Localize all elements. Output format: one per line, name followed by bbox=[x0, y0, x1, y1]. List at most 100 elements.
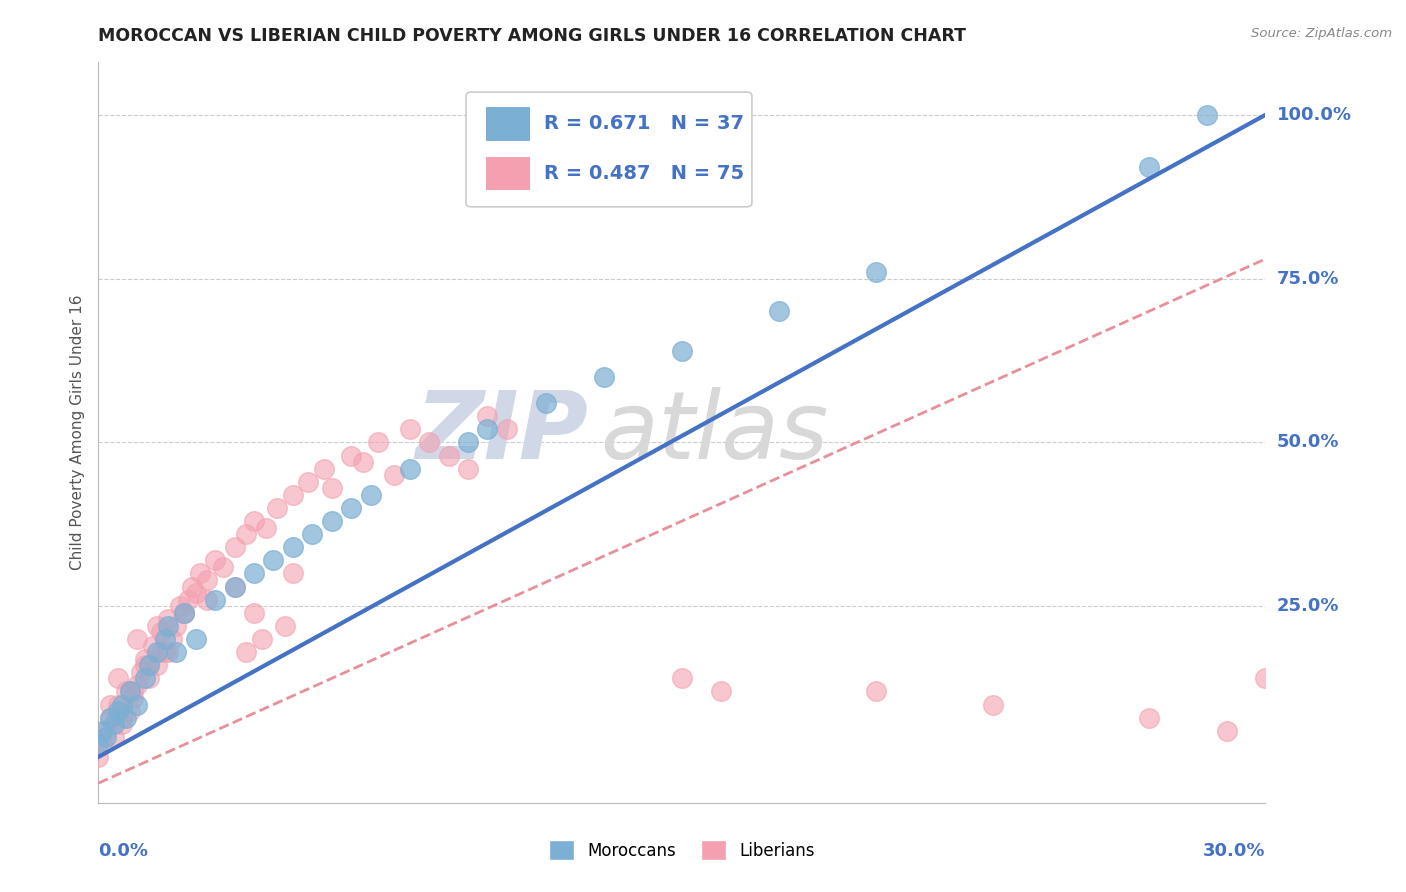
Point bbox=[153, 632, 176, 646]
Point bbox=[457, 435, 479, 450]
Point bbox=[212, 560, 235, 574]
Point bbox=[437, 449, 460, 463]
Point bbox=[169, 599, 191, 614]
Point bbox=[457, 461, 479, 475]
Point bbox=[768, 304, 790, 318]
Point bbox=[321, 514, 343, 528]
Point bbox=[301, 527, 323, 541]
Point bbox=[224, 580, 246, 594]
Point bbox=[91, 737, 114, 751]
Point bbox=[281, 488, 304, 502]
Point bbox=[243, 566, 266, 581]
Point bbox=[865, 265, 887, 279]
Point bbox=[118, 704, 141, 718]
Text: 75.0%: 75.0% bbox=[1277, 269, 1339, 287]
Text: 25.0%: 25.0% bbox=[1277, 598, 1339, 615]
Point bbox=[149, 645, 172, 659]
Point bbox=[710, 684, 733, 698]
Point bbox=[204, 553, 226, 567]
Point bbox=[162, 632, 184, 646]
Point bbox=[398, 461, 420, 475]
Point bbox=[477, 422, 499, 436]
Point bbox=[204, 592, 226, 607]
Point bbox=[281, 566, 304, 581]
Point bbox=[195, 592, 218, 607]
Point bbox=[195, 573, 218, 587]
Point bbox=[98, 711, 121, 725]
Point bbox=[165, 645, 187, 659]
Point bbox=[173, 606, 195, 620]
Text: 0.0%: 0.0% bbox=[98, 842, 149, 860]
Point bbox=[321, 481, 343, 495]
Point bbox=[138, 658, 160, 673]
Point bbox=[235, 527, 257, 541]
Point bbox=[340, 449, 363, 463]
Point bbox=[477, 409, 499, 424]
Point bbox=[165, 619, 187, 633]
Point bbox=[114, 684, 136, 698]
Point bbox=[173, 606, 195, 620]
Point bbox=[157, 645, 180, 659]
Point bbox=[250, 632, 273, 646]
Point bbox=[243, 514, 266, 528]
FancyBboxPatch shape bbox=[486, 107, 530, 141]
Text: atlas: atlas bbox=[600, 387, 828, 478]
Point bbox=[188, 566, 211, 581]
Point bbox=[173, 606, 195, 620]
Point bbox=[157, 619, 180, 633]
Point bbox=[134, 671, 156, 685]
Point bbox=[352, 455, 374, 469]
Text: 50.0%: 50.0% bbox=[1277, 434, 1339, 451]
Point bbox=[367, 435, 389, 450]
Point bbox=[134, 658, 156, 673]
Point bbox=[111, 698, 134, 712]
Point bbox=[138, 671, 160, 685]
Point bbox=[281, 541, 304, 555]
Point bbox=[1137, 161, 1160, 175]
Point bbox=[87, 750, 110, 764]
Point bbox=[127, 698, 149, 712]
Point bbox=[297, 475, 319, 489]
Point bbox=[111, 711, 134, 725]
Point bbox=[224, 541, 246, 555]
Point bbox=[122, 684, 145, 698]
Point bbox=[111, 717, 134, 731]
Point bbox=[98, 698, 121, 712]
Point bbox=[262, 553, 284, 567]
Point bbox=[134, 651, 156, 665]
Point bbox=[146, 645, 169, 659]
Point bbox=[398, 422, 420, 436]
Point bbox=[1215, 723, 1237, 738]
Point bbox=[157, 612, 180, 626]
Point bbox=[91, 723, 114, 738]
Point bbox=[107, 698, 129, 712]
Point bbox=[496, 422, 519, 436]
Text: 100.0%: 100.0% bbox=[1277, 106, 1351, 124]
Point bbox=[129, 665, 152, 679]
Point bbox=[107, 671, 129, 685]
Point bbox=[127, 678, 149, 692]
Point bbox=[671, 671, 693, 685]
Point bbox=[382, 468, 405, 483]
Point bbox=[534, 396, 557, 410]
Point bbox=[593, 370, 616, 384]
Point bbox=[146, 619, 169, 633]
Point bbox=[1254, 671, 1277, 685]
Point bbox=[122, 690, 145, 705]
Point bbox=[274, 619, 297, 633]
Point bbox=[103, 731, 125, 745]
FancyBboxPatch shape bbox=[486, 157, 530, 190]
Point bbox=[1137, 711, 1160, 725]
Point bbox=[184, 632, 207, 646]
Point bbox=[360, 488, 382, 502]
Point bbox=[184, 586, 207, 600]
Text: Source: ZipAtlas.com: Source: ZipAtlas.com bbox=[1251, 27, 1392, 40]
Point bbox=[243, 606, 266, 620]
Point bbox=[149, 625, 172, 640]
Text: R = 0.671   N = 37: R = 0.671 N = 37 bbox=[544, 114, 744, 134]
Point bbox=[312, 461, 335, 475]
FancyBboxPatch shape bbox=[465, 92, 752, 207]
Point bbox=[266, 500, 288, 515]
Point bbox=[103, 717, 125, 731]
Point bbox=[254, 521, 277, 535]
